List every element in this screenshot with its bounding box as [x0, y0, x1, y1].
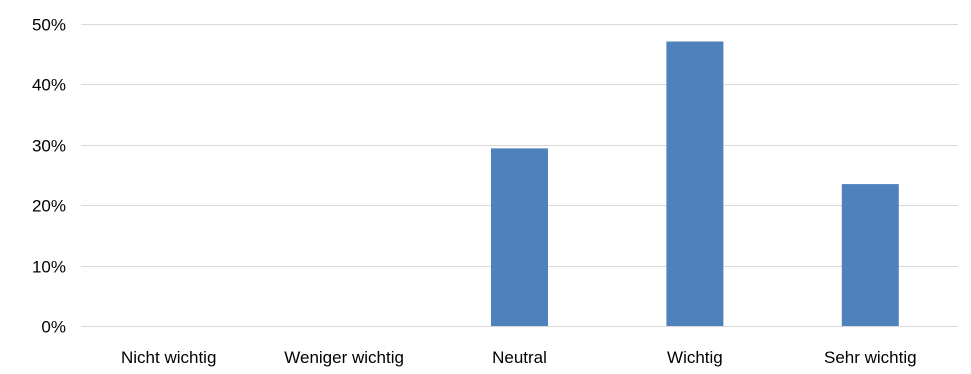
- y-tick-label: 0%: [41, 318, 66, 337]
- bar-neutral: [491, 148, 548, 326]
- x-category-label: Sehr wichtig: [824, 348, 917, 367]
- x-category-label: Nicht wichtig: [121, 348, 216, 367]
- x-category-label: Weniger wichtig: [284, 348, 404, 367]
- bars: [491, 41, 899, 326]
- bar-sehr-wichtig: [841, 184, 899, 326]
- y-tick-label: 50%: [32, 16, 66, 35]
- y-tick-label: 10%: [32, 258, 66, 277]
- y-tick-label: 40%: [32, 76, 66, 95]
- y-tick-label: 20%: [32, 197, 66, 216]
- x-category-label: Wichtig: [667, 348, 723, 367]
- x-category-label: Neutral: [492, 348, 547, 367]
- x-axis-category-labels: Nicht wichtig Weniger wichtig Neutral Wicht…: [121, 348, 917, 367]
- y-axis-tick-labels: 0% 10% 20% 30% 40% 50%: [32, 16, 66, 337]
- y-tick-label: 30%: [32, 137, 66, 156]
- bar-wichtig: [666, 41, 724, 326]
